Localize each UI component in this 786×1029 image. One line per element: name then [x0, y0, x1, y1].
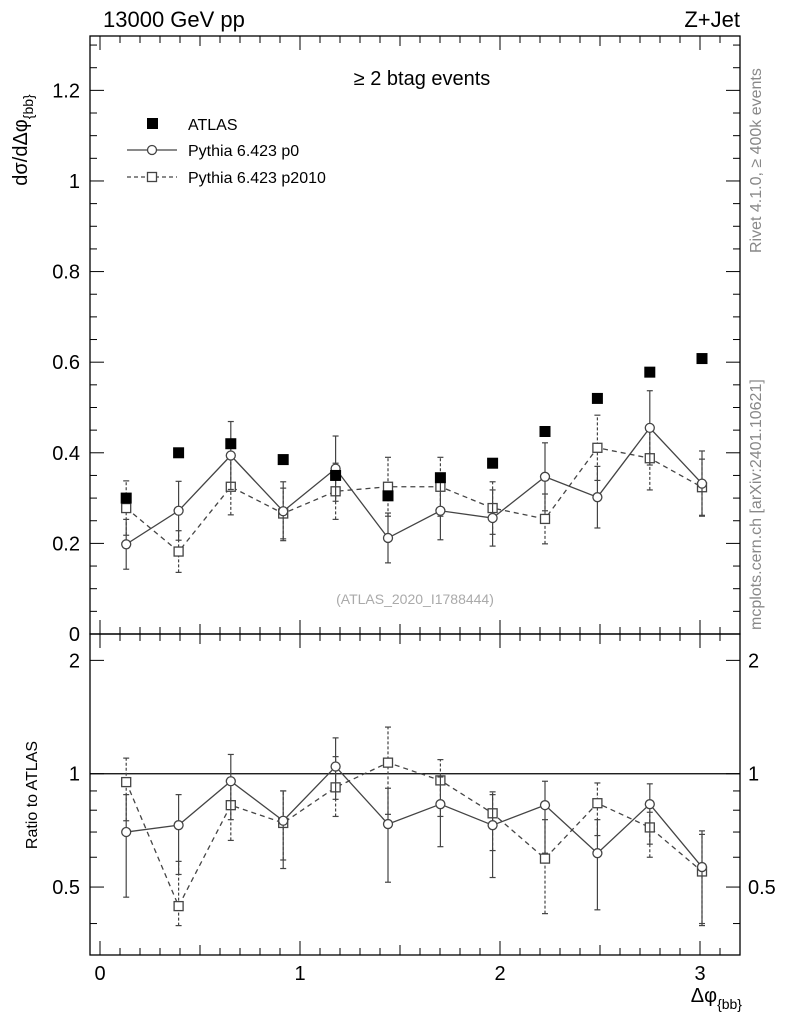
ratio-p0-point	[382, 818, 394, 830]
ratio-xlabel: Δφ{bb}	[691, 985, 743, 1012]
p0-point	[644, 422, 655, 434]
ratio-xlabel-sub: {bb}	[717, 996, 742, 1012]
ratio-p0-point	[539, 800, 551, 811]
ratio-frame	[89, 633, 741, 956]
p0-point	[225, 450, 236, 461]
ratio-p2010-line	[125, 761, 703, 908]
ratio-p0-point	[173, 820, 184, 831]
ratio-p0-point	[487, 820, 498, 831]
atlas-point	[382, 490, 394, 502]
ratio-y-tick-label: 1	[69, 764, 80, 786]
ratio-panel: 0 1 2 3 0.5 0.5 1 1 2 2	[52, 633, 776, 985]
legend-marker-atlas	[147, 118, 158, 129]
ratio-p2010-point	[121, 776, 132, 788]
y-tick-label: 0	[69, 624, 80, 646]
ratio-y-tick-label: 0.5	[52, 877, 80, 899]
p0-point	[173, 505, 184, 516]
p0-point	[539, 471, 551, 482]
ratio-xlabel-main: Δφ	[691, 985, 717, 1007]
p0-point	[435, 505, 446, 516]
ratio-p0-point	[278, 815, 289, 826]
ratio-p0-point	[435, 799, 446, 810]
p2010-point	[592, 442, 603, 453]
x-tick-label: 1	[294, 963, 305, 985]
ratio-p0-point	[121, 826, 132, 838]
legend: ATLAS Pythia 6.423 p0 Pythia 6.423 p2010	[127, 117, 326, 187]
ratio-p2010-point	[539, 853, 551, 864]
x-tick-label: 0	[94, 963, 105, 985]
p0-line	[125, 426, 703, 545]
atlas-point	[434, 472, 446, 484]
ratio-p0-point	[225, 776, 236, 787]
ratio-y-tick-label-right: 0.5	[748, 877, 776, 899]
atlas-point	[330, 469, 342, 481]
mcplots-label: mcplots.cern.ch [arXiv:2401.10621]	[748, 379, 765, 630]
atlas-point	[696, 353, 708, 365]
y-tick-label: 0.2	[52, 533, 80, 555]
legend-marker-p0	[146, 144, 158, 156]
atlas-point	[644, 366, 656, 378]
legend-label-p2010: Pythia 6.423 p2010	[188, 170, 326, 187]
energy-label: 13000 GeV pp	[103, 7, 245, 32]
atlas-point	[120, 492, 132, 504]
atlas-point	[225, 438, 237, 450]
atlas-point	[539, 425, 551, 437]
legend-label-p0: Pythia 6.423 p0	[188, 143, 299, 160]
y-tick-label: 0.4	[52, 443, 80, 465]
y-tick-label: 0.6	[52, 352, 80, 374]
p0-point	[696, 478, 708, 489]
atlas-point	[173, 447, 185, 459]
main-ylabel-main: dσ/dΔφ	[10, 119, 32, 186]
p0-point	[382, 532, 394, 544]
ratio-p2010-point	[173, 900, 184, 912]
y-tick-label: 0.8	[52, 262, 80, 284]
ratio-p0-point	[696, 861, 708, 873]
p2010-point	[173, 546, 184, 557]
y-tick-label: 1.2	[52, 80, 80, 102]
atlas-point	[487, 457, 499, 469]
p0-point	[487, 512, 498, 524]
ratio-p0-point	[592, 848, 603, 859]
ratio-p2010-point	[592, 798, 603, 809]
atlas-point	[277, 454, 289, 466]
ratio-p0-point	[644, 799, 655, 810]
ratio-p2010-point	[382, 757, 394, 768]
main-panel: 0 0.2 0.4 0.6 0.8 1 1.2	[52, 35, 741, 646]
p2010-point	[382, 481, 394, 492]
p0-point	[278, 506, 289, 517]
p2010-line	[125, 447, 703, 553]
legend-marker-p2010	[146, 171, 158, 183]
main-ylabel-sub: {bb}	[20, 94, 36, 119]
ratio-y-tick-label-right: 1	[748, 764, 759, 786]
rivet-version-label: Rivet 4.1.0, ≥ 400k events	[748, 68, 765, 253]
x-tick-label: 2	[494, 963, 505, 985]
p2010-point	[121, 502, 132, 514]
ratio-y-tick-label: 2	[69, 650, 80, 672]
p0-point	[121, 539, 132, 550]
x-tick-label: 3	[694, 963, 705, 985]
process-label: Z+Jet	[684, 7, 740, 32]
main-watermark: (ATLAS_2020_I1788444)	[336, 591, 494, 607]
ratio-p0-point	[330, 761, 341, 772]
legend-label-atlas: ATLAS	[188, 117, 238, 134]
p0-point	[592, 492, 603, 503]
ratio-ylabel: Ratio to ATLAS	[24, 741, 41, 849]
main-ylabel: dσ/dΔφ{bb}	[10, 94, 36, 186]
y-tick-label: 1	[69, 171, 80, 193]
p2010-point	[539, 513, 551, 525]
ratio-y-tick-label-right: 2	[748, 650, 759, 672]
main-title: ≥ 2 btag events	[354, 68, 491, 90]
atlas-point	[591, 392, 603, 404]
ratio-p0-line	[126, 765, 703, 868]
